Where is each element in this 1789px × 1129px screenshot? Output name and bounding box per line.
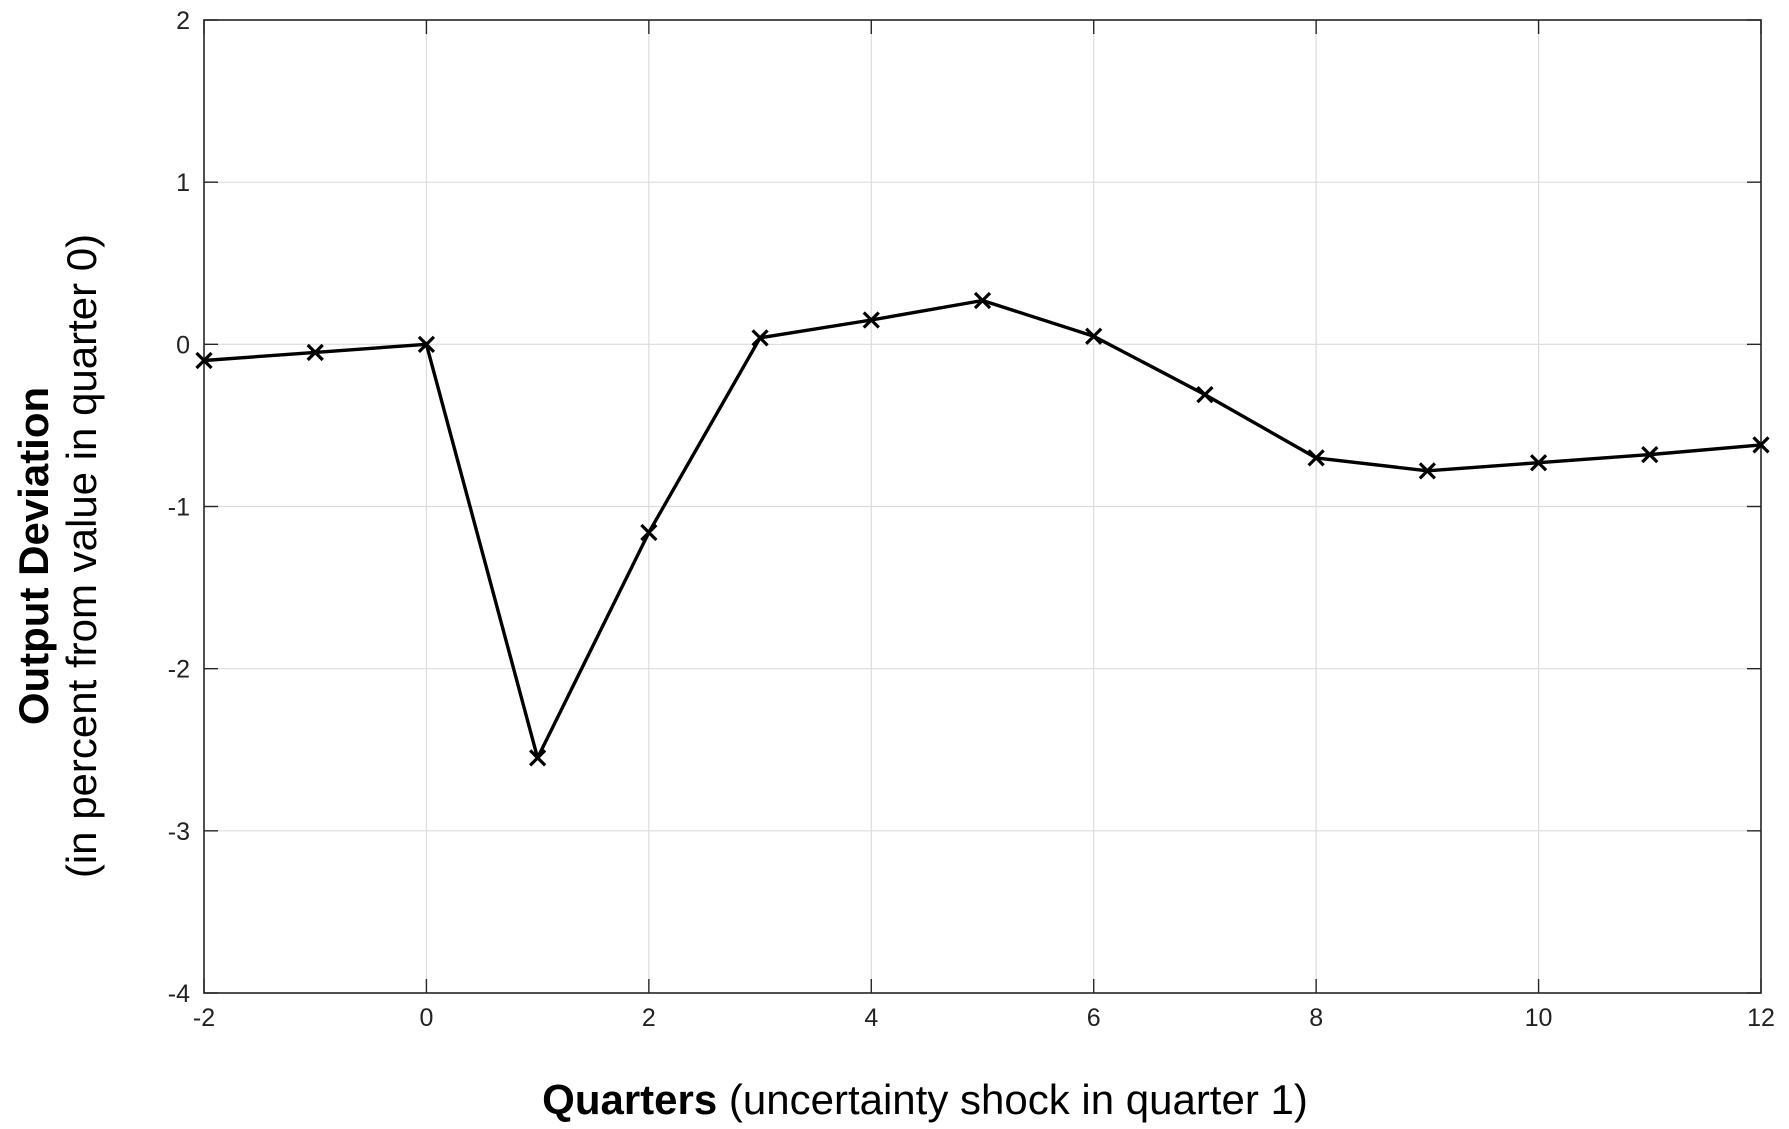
y-axis-title: Output Deviation (in percent from value … bbox=[10, 234, 105, 878]
x-tick-label: 2 bbox=[642, 1004, 656, 1032]
x-axis-title: Quarters (uncertainty shock in quarter 1… bbox=[542, 1076, 1308, 1123]
x-tick-label: 8 bbox=[1309, 1004, 1323, 1032]
y-tick-labels: -4 -3 -2 -1 0 1 2 bbox=[168, 7, 190, 1008]
x-tick-label: 6 bbox=[1087, 1004, 1101, 1032]
data-point-marker bbox=[1752, 436, 1770, 454]
y-tick-label: -1 bbox=[168, 494, 190, 522]
axis-ticks bbox=[203, 19, 1762, 994]
y-axis-title-line2: (in percent from value in quarter 0) bbox=[58, 234, 105, 878]
x-tick-label: 12 bbox=[1747, 1004, 1775, 1032]
y-axis-title-line1: Output Deviation bbox=[10, 387, 57, 725]
data-point-marker bbox=[862, 311, 880, 329]
data-point-marker bbox=[195, 351, 213, 370]
x-axis-title-bold: Quarters bbox=[542, 1076, 717, 1123]
data-point-marker bbox=[417, 335, 436, 353]
y-tick-label: 2 bbox=[176, 7, 190, 35]
x-tick-label: 4 bbox=[864, 1004, 878, 1032]
y-tick-label: 0 bbox=[176, 331, 190, 359]
y-tick-label: -4 bbox=[168, 980, 190, 1008]
data-point-marker bbox=[1529, 454, 1548, 472]
data-point-marker bbox=[1641, 445, 1659, 464]
grid-lines bbox=[203, 19, 1762, 994]
data-point-marker bbox=[1418, 462, 1436, 480]
y-tick-label: -2 bbox=[168, 656, 190, 684]
data-point-marker bbox=[640, 523, 658, 542]
x-tick-label: 10 bbox=[1525, 1004, 1553, 1032]
series-line bbox=[203, 298, 1762, 760]
x-axis-title-rest: (uncertainty shock in quarter 1) bbox=[717, 1076, 1308, 1123]
data-point-marker bbox=[751, 329, 769, 347]
x-tick-label: 0 bbox=[419, 1004, 433, 1032]
data-point-marker bbox=[529, 749, 547, 767]
data-point-marker bbox=[1307, 449, 1325, 467]
series-layer bbox=[195, 291, 1770, 767]
data-point-marker bbox=[973, 291, 992, 310]
data-point-marker bbox=[306, 343, 324, 362]
x-tick-label: -2 bbox=[193, 1004, 215, 1032]
y-tick-label: -3 bbox=[168, 818, 190, 846]
data-point-marker bbox=[1196, 385, 1214, 404]
x-tick-labels: -2 0 2 4 6 8 10 12 bbox=[193, 1004, 1775, 1032]
y-tick-label: 1 bbox=[176, 169, 190, 197]
data-point-marker bbox=[1085, 327, 1103, 345]
